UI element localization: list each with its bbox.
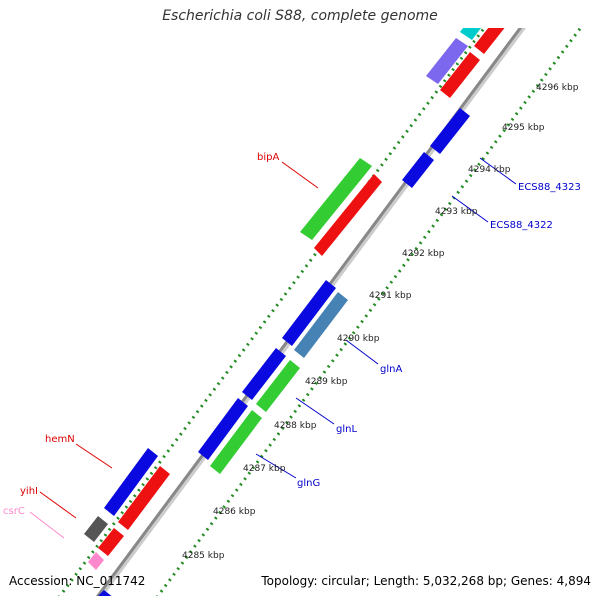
tick-label: 4285 kbp [182,551,225,561]
gene-purple[interactable] [426,38,468,84]
gene-ECS88_4323[interactable] [430,108,470,154]
gene-label-glnG[interactable]: glnG [297,478,320,489]
tick-label: 4286 kbp [213,507,256,517]
tick-labels: 4285 kbp 4286 kbp 4287 kbp 4288 kbp 4289… [182,83,579,561]
tick-label: 4296 kbp [536,83,579,93]
tick-label: 4288 kbp [274,421,317,431]
gene-label-hemN[interactable]: hemN [45,434,75,445]
gene-labels: bipA hemN yihI csrC glnA glnL glnG ECS88… [3,152,581,517]
gene-red-small[interactable] [98,528,124,556]
leader-hemN [75,443,113,469]
gene-red-mid[interactable] [314,174,382,256]
tick-label: 4291 kbp [369,291,412,301]
accession-label: Accession: NC_011742 [9,574,146,588]
leader-ECS88_4322 [451,195,489,223]
leader-glnA [345,339,379,365]
gene-glnA[interactable] [282,280,336,346]
gene-red-top-1[interactable] [440,52,480,98]
tick-label: 4295 kbp [502,123,545,133]
tick-label: 4293 kbp [435,207,478,217]
gene-glnL[interactable] [242,348,286,400]
gene-blue-bottom[interactable] [94,590,114,600]
map-title: Escherichia coli S88, complete genome [162,8,438,24]
gene-steelblue[interactable] [294,292,348,358]
gene-yihI[interactable] [118,466,170,530]
gene-gray[interactable] [84,516,108,542]
gene-label-glnA[interactable]: glnA [380,364,402,375]
gene-green-1[interactable] [210,410,262,474]
gene-label-glnL[interactable]: glnL [336,424,357,435]
gene-bipA[interactable] [300,158,372,240]
leader-csrC [29,511,65,539]
gene-csrC[interactable] [88,552,104,570]
gene-label-yihI[interactable]: yihI [20,486,38,497]
leader-bipA [281,161,319,189]
gene-hemN[interactable] [104,448,158,516]
gene-cyan[interactable] [460,0,496,40]
gene-glnG[interactable] [198,398,248,460]
gene-label-ECS88_4322[interactable]: ECS88_4322 [490,220,553,231]
leader-glnG [255,453,297,479]
leader-yihI [39,491,77,519]
tick-label: 4289 kbp [305,377,348,387]
gene-green-2[interactable] [256,360,300,412]
gene-label-bipA[interactable]: bipA [257,152,279,163]
gene-red-top-2[interactable] [474,8,514,54]
outer-tick-ring [58,28,487,596]
tick-label: 4287 kbp [243,464,286,474]
tick-label: 4290 kbp [337,334,380,344]
gene-label-csrC[interactable]: csrC [3,506,25,517]
gene-ECS88_4322[interactable] [402,152,434,188]
leader-ECS88_4323 [479,157,517,185]
tick-label: 4294 kbp [468,165,511,175]
leader-glnL [295,397,335,425]
tick-label: 4292 kbp [402,249,445,259]
gene-label-ECS88_4323[interactable]: ECS88_4323 [518,182,581,193]
genome-summary: Topology: circular; Length: 5,032,268 bp… [261,574,591,588]
